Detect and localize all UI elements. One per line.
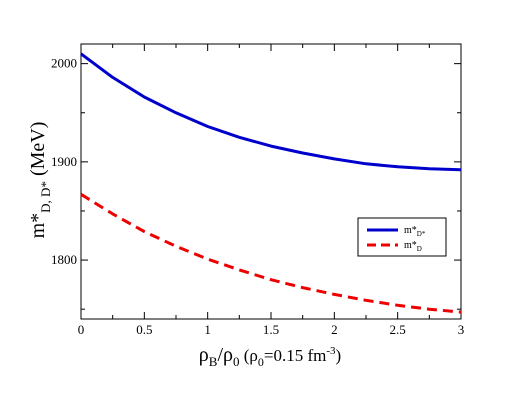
x-tick-label: 1 (204, 322, 211, 337)
x-tick-label: 2 (331, 322, 338, 337)
y-tick-label: 2000 (51, 56, 77, 71)
x-tick-label: 0 (78, 322, 85, 337)
x-tick-label: 3 (458, 322, 465, 337)
x-tick-label: 2.5 (390, 322, 406, 337)
legend-box (357, 217, 447, 257)
legend-label-m-star-d: m*D (404, 240, 422, 253)
plot-frame (80, 43, 462, 320)
x-axis-title: ρB/ρ0 (ρ0=0.15 fm-3) (199, 344, 341, 369)
legend: m*D* m*D (357, 217, 447, 257)
y-axis-title: m*D, D* (MeV) (27, 122, 53, 239)
y-tick-label: 1900 (51, 154, 77, 169)
x-tick-label: 0.5 (136, 322, 152, 337)
series-line-m-star-d (80, 193, 462, 314)
y-tick-label: 1800 (51, 252, 77, 267)
x-tick-label: 1.5 (263, 322, 279, 337)
series-line-m-star-d-star (80, 52, 462, 172)
legend-label-m-star-d-star: m*D* (404, 225, 426, 238)
series-layer (80, 52, 462, 314)
axis-ticks: 0 0.5 1 1.5 2 2.5 3 1800 1900 2000 (51, 44, 464, 337)
